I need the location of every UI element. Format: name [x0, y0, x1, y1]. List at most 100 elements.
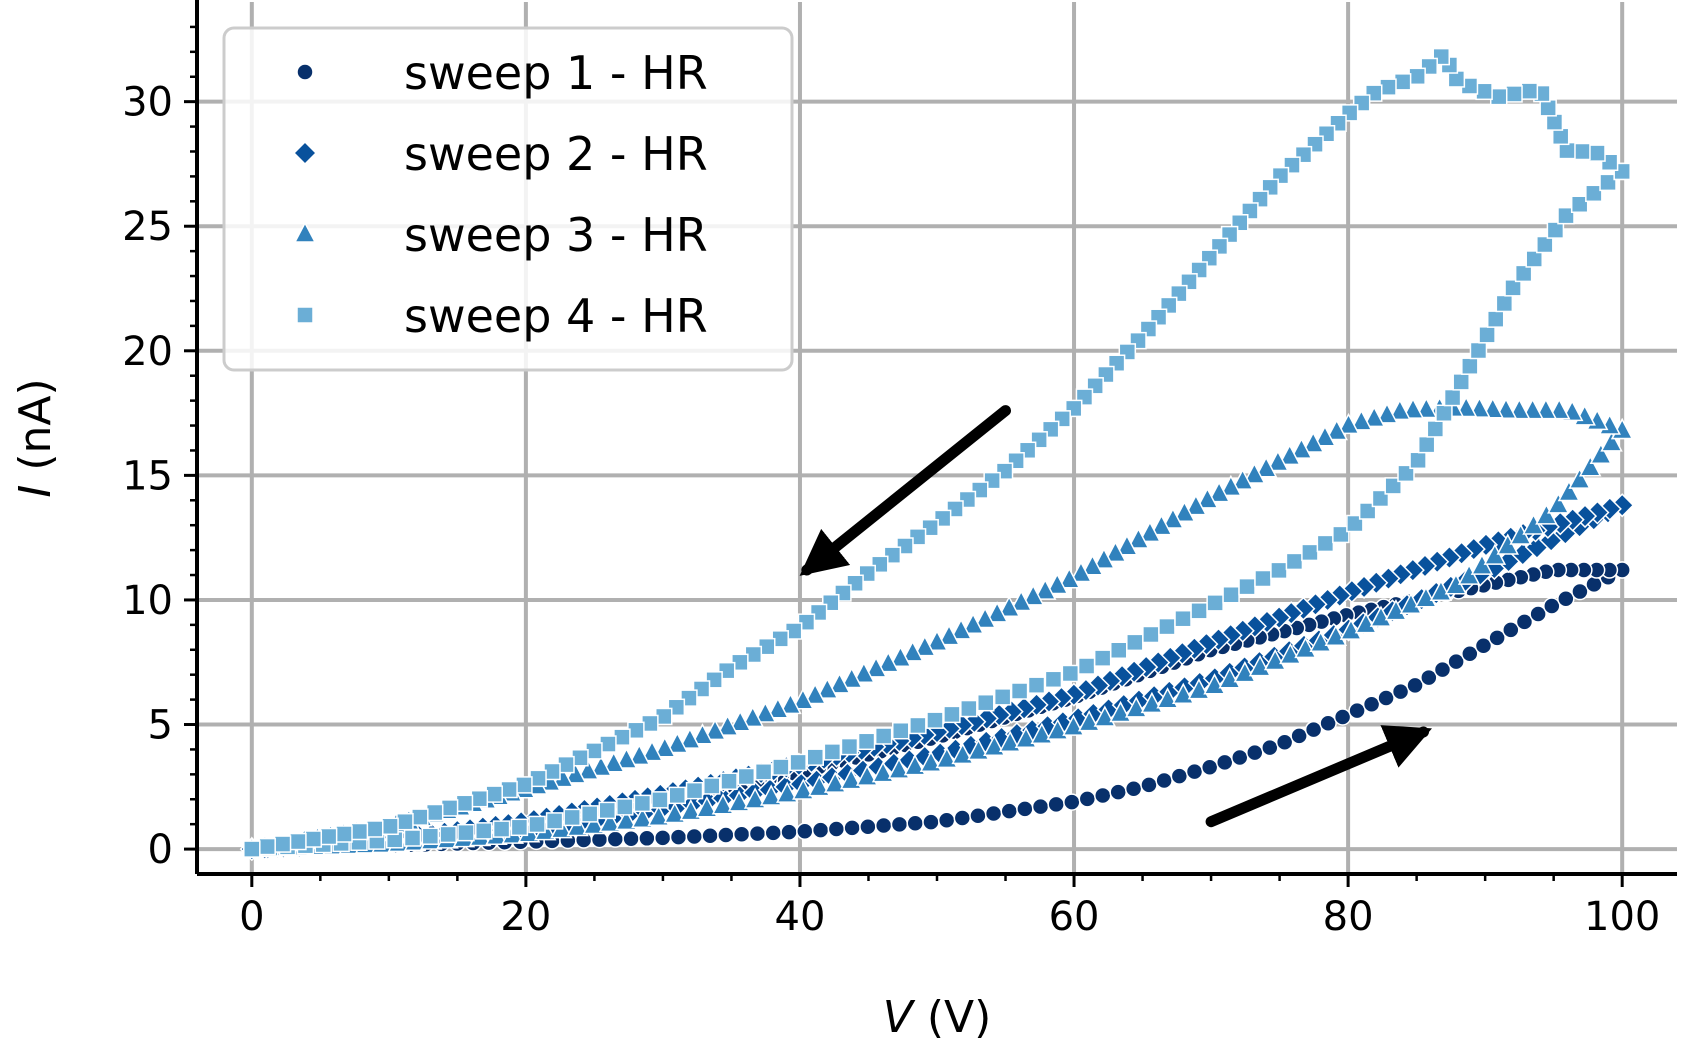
data-point: [1063, 793, 1081, 811]
data-point: [703, 777, 721, 795]
data-point: [1350, 409, 1373, 431]
data-point: [1375, 402, 1399, 424]
data-point: [457, 823, 475, 842]
data-point: [1384, 599, 1408, 621]
data-point: [653, 736, 677, 758]
data-point: [839, 768, 863, 790]
data-point: [874, 727, 893, 745]
data-point: [1599, 173, 1617, 192]
data-point: [1278, 443, 1301, 466]
data-point: [1415, 396, 1438, 419]
x-tick-label: 20: [500, 894, 551, 940]
data-point: [806, 748, 824, 766]
data-point: [840, 737, 859, 756]
data-point: [935, 746, 959, 769]
data-point: [754, 701, 777, 723]
data-point: [1447, 652, 1465, 671]
data-point: [779, 692, 802, 715]
direction-arrow: [1205, 725, 1432, 828]
y-tick-label: 15: [122, 453, 173, 499]
data-point: [797, 613, 816, 631]
data-point: [1031, 797, 1050, 816]
data-point: [808, 774, 831, 797]
data-point: [1266, 449, 1290, 472]
data-point: [1371, 489, 1390, 508]
data-point: [1557, 479, 1581, 502]
data-point: [973, 606, 997, 629]
data-point: [381, 817, 399, 836]
data-point: [1384, 477, 1402, 495]
data-point: [545, 812, 564, 830]
data-point: [969, 806, 987, 825]
data-point: [500, 780, 518, 799]
data-point: [663, 801, 686, 824]
data-point: [1016, 800, 1034, 818]
data-point: [1514, 264, 1533, 283]
data-point: [1138, 520, 1162, 543]
data-point: [1319, 714, 1337, 733]
data-point: [998, 730, 1022, 753]
data-point: [365, 820, 384, 838]
data-point: [1233, 661, 1257, 683]
data-point: [1452, 373, 1470, 391]
data-point: [631, 806, 654, 829]
data-point: [1027, 676, 1046, 694]
data-point: [1536, 235, 1554, 254]
data-point: [622, 829, 640, 848]
legend-marker: [292, 140, 318, 166]
x-axis-unit: (V): [913, 992, 991, 1041]
data-point: [1426, 420, 1445, 438]
x-tick-label: 40: [775, 894, 826, 940]
data-point: [1316, 534, 1335, 553]
legend-label: sweep 2 - HR: [404, 127, 708, 181]
data-point: [1215, 753, 1234, 772]
data-point: [492, 820, 511, 838]
data-point: [985, 601, 1009, 623]
data-point: [1358, 502, 1377, 520]
data-point: [737, 767, 756, 786]
data-point: [350, 822, 369, 841]
data-point: [1184, 494, 1208, 516]
data-point: [803, 682, 827, 705]
data-point: [1012, 696, 1037, 721]
data-point: [1044, 670, 1063, 689]
data-point: [1047, 795, 1065, 814]
legend-label: sweep 4 - HR: [404, 289, 708, 343]
data-point: [1324, 624, 1348, 646]
data-point: [1155, 771, 1173, 790]
data-point: [628, 743, 651, 766]
data-point: [1557, 589, 1575, 608]
data-point: [1547, 492, 1570, 514]
data-point: [1333, 708, 1352, 726]
data-point: [1124, 779, 1143, 798]
data-point: [711, 793, 735, 815]
data-point: [1301, 543, 1319, 562]
y-tick-label: 20: [122, 329, 173, 375]
data-point: [789, 753, 807, 772]
data-point: [874, 816, 893, 835]
data-point: [638, 829, 656, 848]
data-point: [1081, 554, 1104, 576]
data-point: [1304, 720, 1323, 739]
y-axis-label: I (nA): [10, 378, 61, 497]
data-point: [1254, 456, 1278, 478]
data-point: [780, 823, 798, 841]
data-point: [1529, 605, 1547, 623]
data-point: [243, 840, 261, 858]
data-point: [827, 820, 846, 838]
data-point: [319, 827, 338, 846]
data-point: [668, 786, 686, 805]
legend-box: [222, 26, 794, 372]
data-point: [1339, 618, 1363, 640]
data-point: [1408, 67, 1426, 86]
data-point: [1009, 589, 1033, 612]
data-point: [425, 803, 444, 822]
data-point: [887, 757, 911, 779]
data-point: [1279, 642, 1302, 665]
data-point: [1173, 500, 1196, 523]
data-point: [792, 778, 815, 800]
data-point: [640, 739, 664, 762]
y-axis-unit: (nA): [10, 378, 61, 484]
data-point: [1600, 430, 1623, 452]
data-point: [685, 781, 704, 800]
